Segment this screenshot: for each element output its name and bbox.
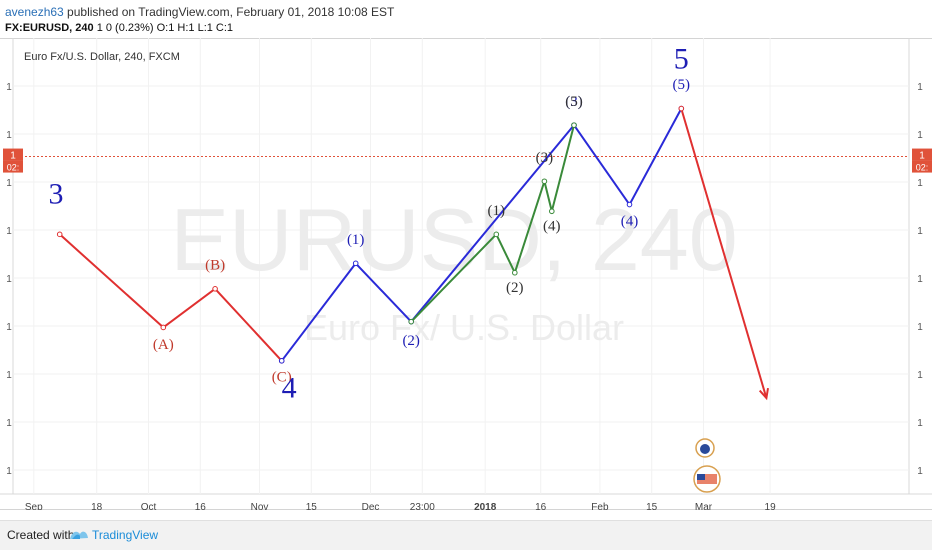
left-price-tick-label: 1 [6,466,12,477]
blue-impulse-wave-point[interactable] [278,358,285,364]
right-price-tick-label: 1 [917,178,923,189]
wave-label: (5) [565,94,583,110]
symbol-label: FX:EURUSD, 240 [5,22,94,34]
left-price-tick-label: 1 [6,274,12,285]
red-projection-line-point[interactable] [678,105,685,112]
wave-label: (3) [565,94,583,110]
green-subwave-point[interactable] [512,269,518,276]
left-price-tick-label: 1 [6,130,12,141]
wave-label: (C) [272,370,292,386]
quote-values: 1 0 (0.23%) O:1 H:1 L:1 C:1 [96,22,234,34]
time-axis-tick-label: 23:00 [410,502,435,510]
blue-impulse-wave-point[interactable] [626,201,633,208]
wave-label: (B) [205,257,225,273]
time-axis-tick-label: Dec [362,502,380,510]
green-subwave-point[interactable] [549,208,555,215]
time-axis-tick-label: 15 [646,502,658,510]
left-price-tick-label: 1 [6,82,12,93]
wave-label: (1) [347,232,365,248]
left-current-price-label: 1 [10,151,16,162]
symbol-quote-line: FX:EURUSD, 240 1 0 (0.23%) O:1 H:1 L:1 C… [5,22,233,34]
corrective-abc-wave-point[interactable] [56,231,63,238]
event-flags-icon[interactable] [693,438,721,493]
time-axis-tick-label: 18 [91,502,103,510]
publication-header: avenezh63 published on TradingView.com, … [0,0,932,38]
time-axis-tick-label: Nov [251,502,269,510]
left-current-price-badge [3,148,23,161]
red-projection-line-line[interactable] [680,108,768,399]
publication-info: avenezh63 published on TradingView.com, … [5,5,394,19]
time-axis-tick-label: Feb [591,502,609,510]
chart-frame [0,38,932,510]
green-subwave-point[interactable] [541,178,548,185]
time-axis-tick-label: 15 [306,502,318,510]
symbol-watermark: EURUSD, 240 [170,190,737,289]
right-price-tick-label: 1 [917,322,923,333]
wave-label: (3) [536,150,554,166]
right-price-tick-label: 1 [917,226,923,237]
right-price-tick-label: 1 [917,274,923,285]
green-subwave-line[interactable] [410,124,575,323]
time-axis-tick-label: 2018 [474,502,497,510]
right-current-price-badge [912,148,932,161]
time-axis-tick-label: Oct [141,502,157,510]
blue-impulse-wave-line[interactable] [280,108,683,362]
wave-label: (2) [402,333,420,349]
green-subwave-point[interactable] [571,122,577,128]
green-subwave-point[interactable] [493,231,500,238]
time-axis-tick-label: Mar [695,502,713,510]
corrective-abc-wave-line[interactable] [59,233,283,362]
left-price-tick-label: 1 [6,178,12,189]
right-price-tick-label: 1 [917,82,923,93]
right-price-tick-label: 1 [917,466,923,477]
right-price-tick-label: 1 [917,130,923,141]
corrective-abc-wave-point[interactable] [212,286,218,292]
tradingview-brand-link[interactable]: TradingView [92,528,159,542]
left-countdown-label: 02: [7,163,20,173]
left-price-tick-label: 1 [6,322,12,333]
right-price-tick-label: 1 [917,418,923,429]
published-text: published on TradingView.com, February 0… [63,5,395,19]
time-axis-tick-label: 16 [195,502,207,510]
wave-label: 5 [674,43,689,76]
time-axis-tick-label: 19 [765,502,777,510]
chart-title: Euro Fx/U.S. Dollar, 240, FXCM [24,51,180,63]
wave-label: 3 [49,178,64,211]
left-price-tick-label: 1 [6,418,12,429]
footer: Created with TradingView [0,520,932,550]
wave-label: (5) [673,77,691,93]
left-price-tick-label: 1 [6,370,12,381]
right-current-price-label: 1 [919,151,925,162]
corrective-abc-wave-point[interactable] [160,324,167,331]
green-subwave-point[interactable] [408,318,415,325]
right-price-tick-label: 1 [917,370,923,381]
created-with-text: Created with [7,528,75,542]
wave-label: (2) [506,280,524,296]
tradingview-logo-icon [70,531,88,539]
author-link[interactable]: avenezh63 [5,5,64,19]
wave-label: (A) [153,337,174,353]
time-axis-tick-label: 16 [535,502,547,510]
wave-label: (4) [621,213,639,229]
left-countdown-badge [3,160,23,173]
left-price-tick-label: 1 [6,226,12,237]
right-countdown-badge [912,160,932,173]
right-countdown-label: 02: [916,163,929,173]
projection-arrowhead [758,387,769,401]
instrument-watermark: Euro Fx/ U.S. Dollar [304,307,624,348]
time-axis-tick-label: Sep [25,502,43,510]
wave-label: (4) [543,218,561,234]
wave-label: 4 [282,371,297,404]
blue-impulse-wave-point[interactable] [352,260,359,267]
wave-label: (1) [488,203,506,219]
